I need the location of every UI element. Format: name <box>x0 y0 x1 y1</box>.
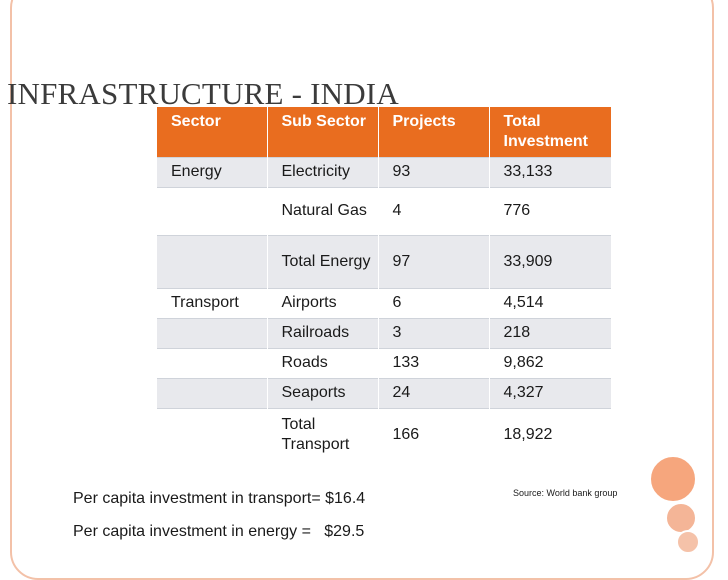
decorative-circle-large <box>649 455 697 503</box>
cell-sub-sector: Electricity <box>267 156 379 187</box>
cell-sector <box>157 234 268 288</box>
cell-projects: 93 <box>378 156 490 187</box>
cell-projects: 4 <box>378 186 490 235</box>
cell-sub-sector: Total Transport <box>267 407 379 461</box>
cell-projects: 133 <box>378 347 490 378</box>
cell-sub-sector: Total Energy <box>267 234 379 288</box>
table-header-row: Sector Sub Sector Projects Total Investm… <box>157 107 612 157</box>
cell-sector: Energy <box>157 156 268 187</box>
table-row: Total Energy 97 33,909 <box>157 234 612 288</box>
cell-sector <box>157 186 268 235</box>
table-row: Transport Airports 6 4,514 <box>157 287 612 318</box>
header-sector: Sector <box>157 107 268 157</box>
header-sub-sector: Sub Sector <box>267 107 379 157</box>
cell-sector <box>157 377 268 408</box>
per-capita-energy: Per capita investment in energy = $29.5 <box>73 523 365 540</box>
cell-sector <box>157 347 268 378</box>
table-row: Roads 133 9,862 <box>157 347 612 378</box>
cell-investment: 4,514 <box>489 287 612 318</box>
table-row: Seaports 24 4,327 <box>157 377 612 408</box>
cell-sub-sector: Airports <box>267 287 379 318</box>
cell-investment: 218 <box>489 317 612 348</box>
cell-sub-sector: Seaports <box>267 377 379 408</box>
table-row: Railroads 3 218 <box>157 317 612 348</box>
source-note: Source: World bank group <box>513 488 618 498</box>
table-row: Total Transport 166 18,922 <box>157 407 612 461</box>
cell-investment: 33,133 <box>489 156 612 187</box>
cell-investment: 18,922 <box>489 407 612 461</box>
decorative-circle-medium <box>665 502 697 534</box>
cell-sector <box>157 407 268 461</box>
cell-projects: 24 <box>378 377 490 408</box>
cell-investment: 9,862 <box>489 347 612 378</box>
cell-projects: 3 <box>378 317 490 348</box>
cell-projects: 166 <box>378 407 490 461</box>
cell-investment: 4,327 <box>489 377 612 408</box>
header-projects: Projects <box>378 107 490 157</box>
decorative-circle-small <box>676 530 700 554</box>
cell-sector <box>157 317 268 348</box>
cell-investment: 33,909 <box>489 234 612 288</box>
cell-projects: 6 <box>378 287 490 318</box>
per-capita-transport: Per capita investment in transport= $16.… <box>73 490 366 507</box>
table-row: Natural Gas 4 776 <box>157 186 612 235</box>
header-total-investment: Total Investment <box>489 107 612 157</box>
infrastructure-table: Sector Sub Sector Projects Total Investm… <box>157 107 612 461</box>
cell-sector: Transport <box>157 287 268 318</box>
cell-projects: 97 <box>378 234 490 288</box>
slide-title: INFRASTRUCTURE - INDIA <box>7 76 399 111</box>
cell-sub-sector: Railroads <box>267 317 379 348</box>
cell-sub-sector: Natural Gas <box>267 186 379 235</box>
table-row: Energy Electricity 93 33,133 <box>157 156 612 187</box>
cell-investment: 776 <box>489 186 612 235</box>
cell-sub-sector: Roads <box>267 347 379 378</box>
